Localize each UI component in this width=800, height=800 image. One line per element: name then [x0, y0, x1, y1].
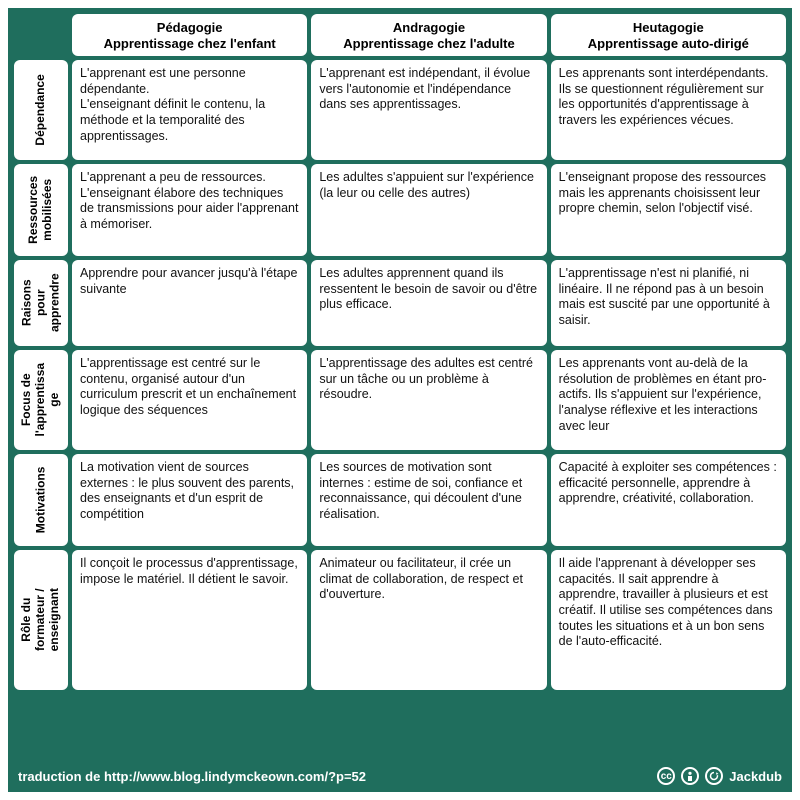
column-header: AndragogieApprentissage chez l'adulte — [311, 14, 546, 56]
row-header-label: Ressources mobilisées — [27, 176, 55, 244]
row-header: Raisons pour apprendre — [14, 260, 68, 346]
table-cell: Il aide l'apprenant à développer ses cap… — [551, 550, 786, 690]
table-cell: Les apprenants vont au-delà de la résolu… — [551, 350, 786, 450]
table-cell: L'apprentissage des adultes est centré s… — [311, 350, 546, 450]
column-header-title: Heutagogie — [555, 20, 782, 36]
row-header-label: Raisons pour apprendre — [20, 274, 61, 333]
table-cell: L'apprenant est indépendant, il évolue v… — [311, 60, 546, 160]
table-cell: La motivation vient de sources externes … — [72, 454, 307, 546]
column-header-subtitle: Apprentissage chez l'enfant — [76, 36, 303, 52]
row-header-label: Rôle du formateur / enseignant — [20, 588, 61, 651]
row-header-label: Focus de l'apprentissa ge — [20, 363, 61, 437]
row-header: Rôle du formateur / enseignant — [14, 550, 68, 690]
table-cell: Apprendre pour avancer jusqu'à l'étape s… — [72, 260, 307, 346]
comparison-table-frame: PédagogieApprentissage chez l'enfantAndr… — [8, 8, 792, 792]
row-header-label: Motivations — [34, 467, 48, 534]
footer-source: traduction de http://www.blog.lindymckeo… — [18, 769, 366, 784]
table-cell: Les adultes apprennent quand ils ressent… — [311, 260, 546, 346]
row-header: Dépendance — [14, 60, 68, 160]
footer: traduction de http://www.blog.lindymckeo… — [14, 760, 786, 792]
column-header-subtitle: Apprentissage auto-dirigé — [555, 36, 782, 52]
table-cell: L'apprentissage n'est ni planifié, ni li… — [551, 260, 786, 346]
table-cell: Il conçoit le processus d'apprentissage,… — [72, 550, 307, 690]
column-header-title: Andragogie — [315, 20, 542, 36]
row-header: Ressources mobilisées — [14, 164, 68, 256]
sa-icon — [705, 767, 723, 785]
table-cell: L'enseignant propose des ressources mais… — [551, 164, 786, 256]
row-header-label: Dépendance — [34, 74, 48, 145]
table-cell: Capacité à exploiter ses compétences : e… — [551, 454, 786, 546]
footer-author: Jackdub — [729, 769, 782, 784]
column-header: PédagogieApprentissage chez l'enfant — [72, 14, 307, 56]
table-cell: Les adultes s'appuient sur l'expérience … — [311, 164, 546, 256]
column-header: HeutagogieApprentissage auto-dirigé — [551, 14, 786, 56]
column-header-subtitle: Apprentissage chez l'adulte — [315, 36, 542, 52]
cc-icon: cc — [657, 767, 675, 785]
table-cell: L'apprenant est une personne dépendante.… — [72, 60, 307, 160]
comparison-grid: PédagogieApprentissage chez l'enfantAndr… — [14, 14, 786, 760]
table-cell: Les apprenants sont interdépendants. Ils… — [551, 60, 786, 160]
table-cell: Les sources de motivation sont internes … — [311, 454, 546, 546]
table-cell: Animateur ou facilitateur, il crée un cl… — [311, 550, 546, 690]
footer-right: cc Jackdub — [657, 767, 782, 785]
column-header-title: Pédagogie — [76, 20, 303, 36]
corner-spacer — [14, 14, 68, 56]
row-header: Focus de l'apprentissa ge — [14, 350, 68, 450]
table-cell: L'apprentissage est centré sur le conten… — [72, 350, 307, 450]
by-icon — [681, 767, 699, 785]
row-header: Motivations — [14, 454, 68, 546]
table-cell: L'apprenant a peu de ressources. L'ensei… — [72, 164, 307, 256]
